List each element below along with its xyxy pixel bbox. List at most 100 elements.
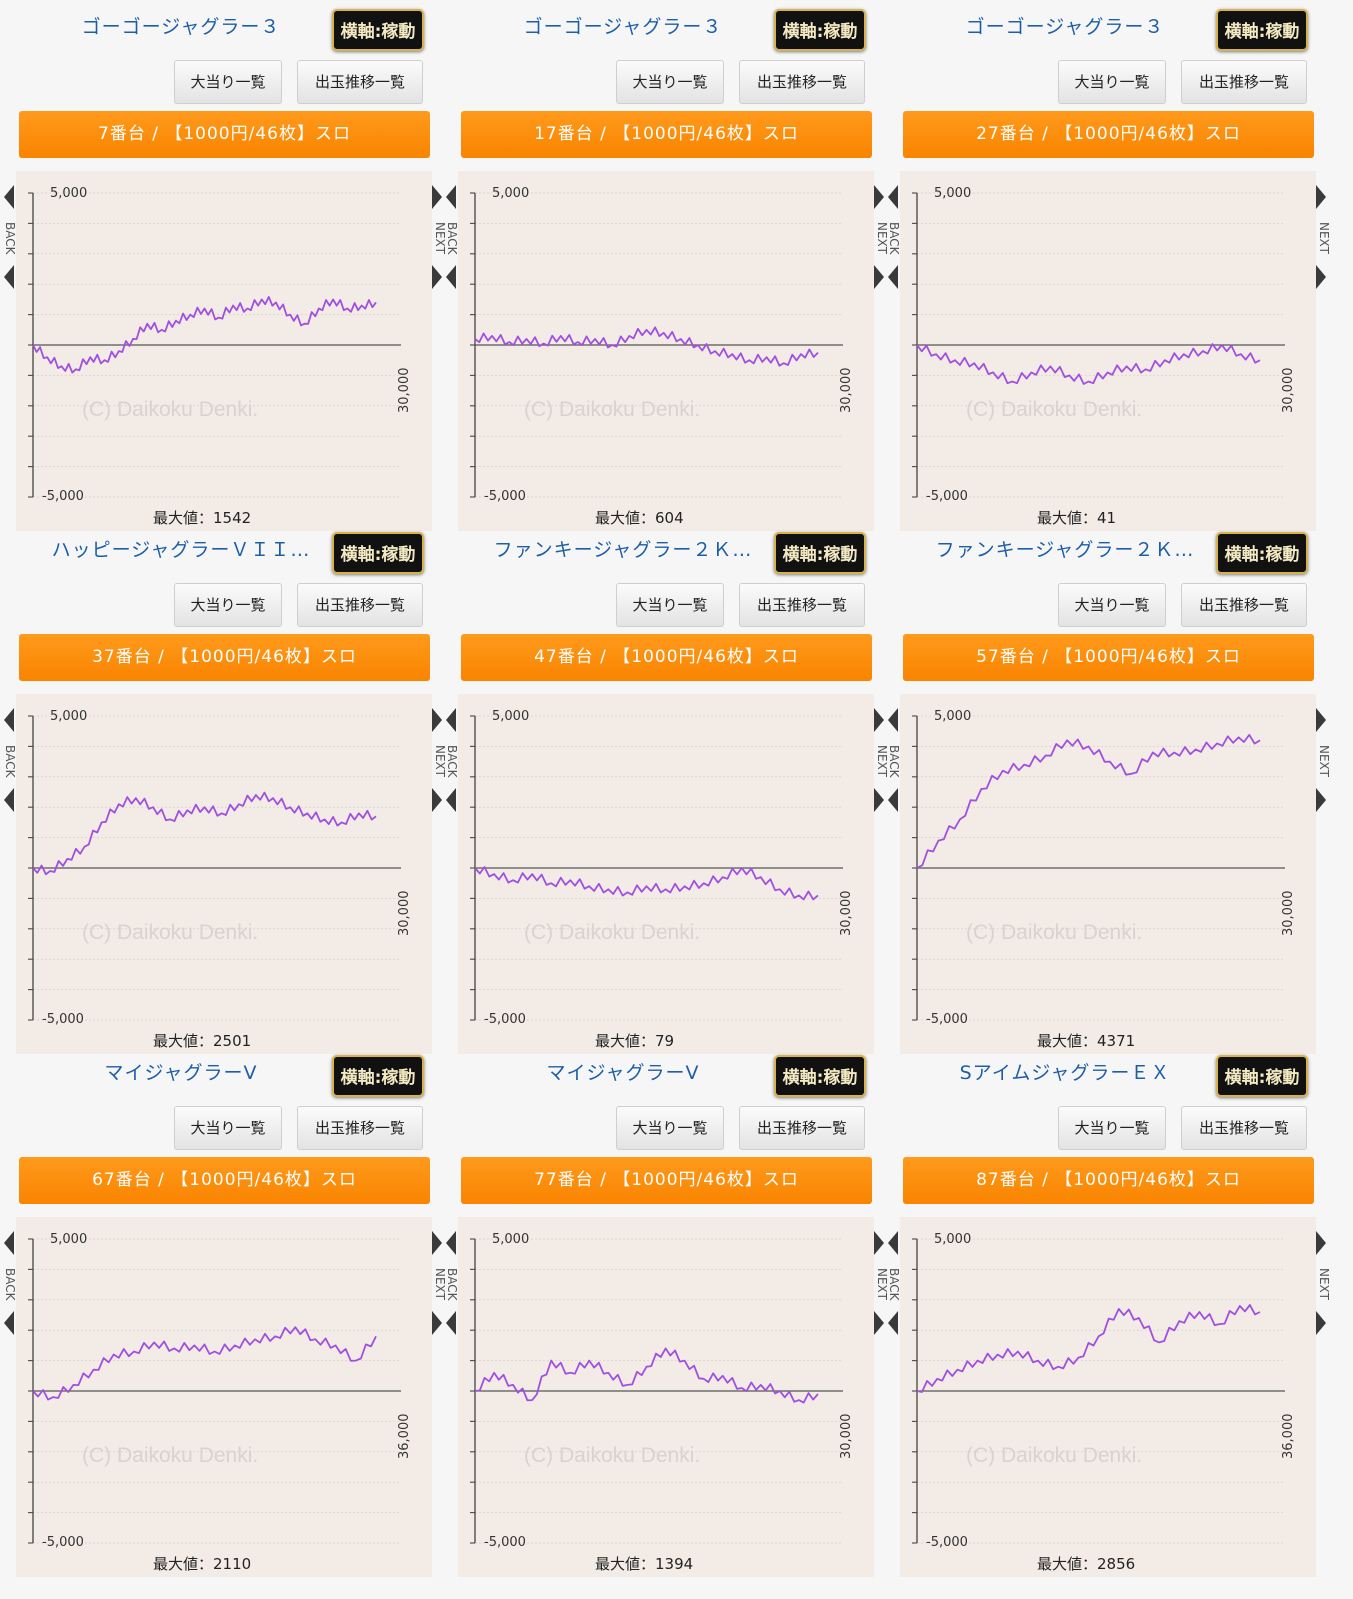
axis-toggle-button[interactable]: 横軸:稼動 <box>774 1055 866 1097</box>
unit-info-bar[interactable]: 7番台 / 【1000円/46枚】スロ <box>19 111 430 158</box>
copyright-watermark: (C) Daikoku Denki. <box>966 1444 1142 1467</box>
next-nav-button[interactable]: NEXT <box>872 708 894 816</box>
axis-toggle-button[interactable]: 横軸:稼動 <box>332 1055 424 1097</box>
axis-toggle-button[interactable]: 横軸:稼動 <box>332 532 424 574</box>
back-nav-button[interactable]: BACK <box>884 1231 906 1339</box>
medal-chart: 5,000 -5,000 (C) Daikoku Denki. 30,000 最大値：1… <box>458 1217 874 1577</box>
hits-list-button[interactable]: 大当り一覧 <box>174 60 282 104</box>
next-nav-button[interactable]: NEXT <box>430 708 452 816</box>
medal-chart: 5,000 -5,000 (C) Daikoku Denki. 36,000 最大値：2… <box>900 1217 1316 1577</box>
axis-toggle-button[interactable]: 横軸:稼動 <box>1216 532 1308 574</box>
hits-list-button[interactable]: 大当り一覧 <box>616 60 724 104</box>
axis-toggle-button[interactable]: 横軸:稼動 <box>1216 1055 1308 1097</box>
arrow-left-icon <box>446 708 456 732</box>
machine-name-link[interactable]: ゴーゴージャグラー３ <box>523 16 723 38</box>
medals-trend-button[interactable]: 出玉推移一覧 <box>297 583 423 627</box>
y-max-tick-label: 5,000 <box>934 1232 971 1247</box>
hits-list-button[interactable]: 大当り一覧 <box>1058 583 1166 627</box>
hits-list-button[interactable]: 大当り一覧 <box>174 583 282 627</box>
medals-trend-button[interactable]: 出玉推移一覧 <box>1181 1106 1307 1150</box>
back-nav-button[interactable]: BACK <box>442 1231 464 1339</box>
arrow-right-icon <box>432 265 442 289</box>
arrow-left-icon <box>4 185 14 209</box>
hits-list-button[interactable]: 大当り一覧 <box>1058 60 1166 104</box>
arrow-left-icon <box>4 708 14 732</box>
unit-info-bar[interactable]: 77番台 / 【1000円/46枚】スロ <box>461 1157 872 1204</box>
copyright-watermark: (C) Daikoku Denki. <box>82 398 258 421</box>
arrow-right-icon <box>1316 1311 1326 1335</box>
medals-trend-button[interactable]: 出玉推移一覧 <box>297 1106 423 1150</box>
hits-list-button[interactable]: 大当り一覧 <box>174 1106 282 1150</box>
machine-name-link[interactable]: マイジャグラーV <box>546 1062 700 1084</box>
medals-trend-button[interactable]: 出玉推移一覧 <box>739 1106 865 1150</box>
medals-trend-button[interactable]: 出玉推移一覧 <box>1181 60 1307 104</box>
machine-name-link[interactable]: SアイムジャグラーＥＸ <box>959 1062 1171 1084</box>
medals-trend-button[interactable]: 出玉推移一覧 <box>1181 583 1307 627</box>
axis-toggle-button[interactable]: 横軸:稼動 <box>774 9 866 51</box>
y-max-tick-label: 5,000 <box>492 1232 529 1247</box>
next-nav-button[interactable]: NEXT <box>872 185 894 293</box>
max-value-number: 79 <box>655 1032 674 1050</box>
machine-name-link[interactable]: ファンキージャグラー２Ｋ… <box>935 539 1195 561</box>
max-value-number: 1394 <box>655 1555 693 1573</box>
unit-info-bar[interactable]: 37番台 / 【1000円/46枚】スロ <box>19 634 430 681</box>
axis-toggle-button[interactable]: 横軸:稼動 <box>774 532 866 574</box>
back-label: BACK <box>887 221 901 255</box>
next-nav-button[interactable]: NEXT <box>430 1231 452 1339</box>
arrow-right-icon <box>1316 185 1326 209</box>
x-max-tick-label: 30,000 <box>839 1414 854 1460</box>
next-label: NEXT <box>1317 745 1331 777</box>
axis-toggle-button[interactable]: 横軸:稼動 <box>1216 9 1308 51</box>
next-nav-button[interactable]: NEXT <box>1314 1231 1336 1339</box>
medal-trend-line <box>474 1347 819 1404</box>
back-nav-button[interactable]: BACK <box>442 708 464 816</box>
hits-list-button[interactable]: 大当り一覧 <box>616 583 724 627</box>
y-max-tick-label: 5,000 <box>934 186 971 201</box>
medals-trend-button[interactable]: 出玉推移一覧 <box>297 60 423 104</box>
unit-info-bar[interactable]: 67番台 / 【1000円/46枚】スロ <box>19 1157 430 1204</box>
unit-info-bar[interactable]: 27番台 / 【1000円/46枚】スロ <box>903 111 1314 158</box>
medals-trend-button[interactable]: 出玉推移一覧 <box>739 60 865 104</box>
unit-info-bar[interactable]: 87番台 / 【1000円/46枚】スロ <box>903 1157 1314 1204</box>
arrow-right-icon <box>874 1231 884 1255</box>
unit-info-bar[interactable]: 57番台 / 【1000円/46枚】スロ <box>903 634 1314 681</box>
hits-list-button[interactable]: 大当り一覧 <box>1058 1106 1166 1150</box>
unit-info-bar[interactable]: 47番台 / 【1000円/46枚】スロ <box>461 634 872 681</box>
hits-list-button[interactable]: 大当り一覧 <box>616 1106 724 1150</box>
arrow-right-icon <box>432 788 442 812</box>
back-nav-button[interactable]: BACK <box>442 185 464 293</box>
back-nav-button[interactable]: BACK <box>0 1231 22 1339</box>
y-min-tick-label: -5,000 <box>484 1012 526 1027</box>
copyright-watermark: (C) Daikoku Denki. <box>524 1444 700 1467</box>
medal-trend-line <box>32 296 377 374</box>
machine-name-link[interactable]: ゴーゴージャグラー３ <box>81 16 281 38</box>
copyright-watermark: (C) Daikoku Denki. <box>524 921 700 944</box>
machine-name-link[interactable]: ゴーゴージャグラー３ <box>965 16 1165 38</box>
machine-name-link[interactable]: ハッピージャグラーＶＩＩ… <box>51 539 311 561</box>
x-max-tick-label: 36,000 <box>1281 1414 1296 1460</box>
arrow-left-icon <box>888 708 898 732</box>
arrow-left-icon <box>4 788 14 812</box>
back-nav-button[interactable]: BACK <box>884 185 906 293</box>
back-nav-button[interactable]: BACK <box>0 708 22 816</box>
next-label: NEXT <box>1317 222 1331 254</box>
next-nav-button[interactable]: NEXT <box>430 185 452 293</box>
next-label: NEXT <box>433 745 447 777</box>
next-nav-button[interactable]: NEXT <box>1314 185 1336 293</box>
medals-trend-button[interactable]: 出玉推移一覧 <box>739 583 865 627</box>
next-label: NEXT <box>875 745 889 777</box>
axis-toggle-button[interactable]: 横軸:稼動 <box>332 9 424 51</box>
back-label: BACK <box>445 1267 459 1301</box>
next-nav-button[interactable]: NEXT <box>1314 708 1336 816</box>
medal-chart: 5,000 -5,000 (C) Daikoku Denki. 30,000 最大値：4… <box>900 171 1316 531</box>
max-value-label: 最大値：4371 <box>1037 1032 1135 1050</box>
back-nav-button[interactable]: BACK <box>884 708 906 816</box>
unit-info-bar[interactable]: 17番台 / 【1000円/46枚】スロ <box>461 111 872 158</box>
machine-name-link[interactable]: ファンキージャグラー２Ｋ… <box>493 539 753 561</box>
max-value-label: 最大値：2856 <box>1037 1555 1135 1573</box>
next-nav-button[interactable]: NEXT <box>872 1231 894 1339</box>
machine-name-link[interactable]: マイジャグラーV <box>104 1062 258 1084</box>
back-nav-button[interactable]: BACK <box>0 185 22 293</box>
max-value-number: 2856 <box>1097 1555 1135 1573</box>
max-value-label: 最大値：2501 <box>153 1032 251 1050</box>
